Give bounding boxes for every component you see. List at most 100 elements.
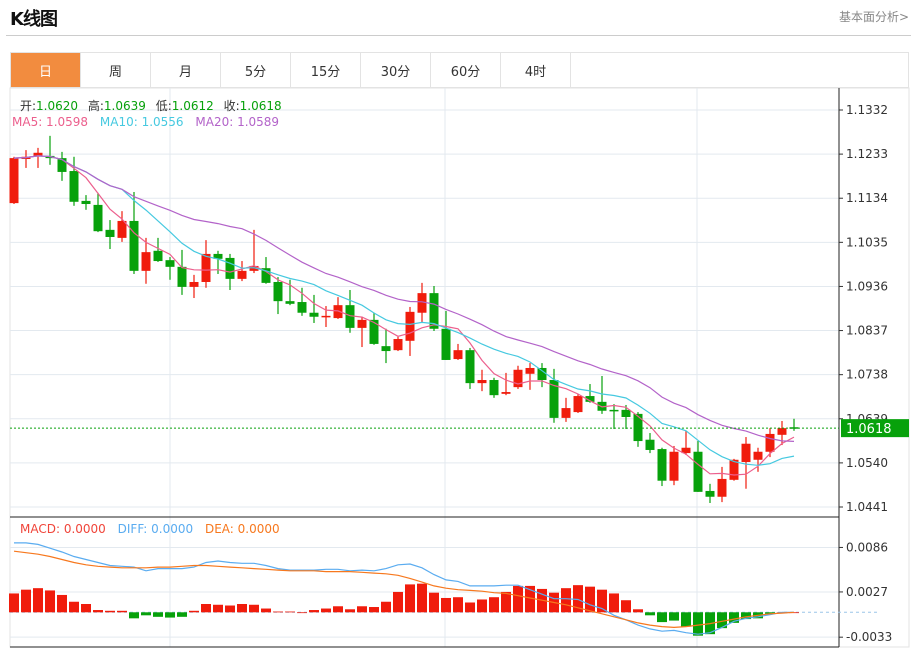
candle-body <box>705 490 715 497</box>
diff-value: DIFF: 0.0000 <box>117 522 194 536</box>
tab-5[interactable]: 30分 <box>361 53 431 87</box>
candle <box>525 363 535 390</box>
macd-bar <box>189 610 199 613</box>
candle <box>273 277 283 315</box>
macd-bar <box>81 604 91 613</box>
candle-body <box>321 315 331 318</box>
candle-body <box>513 369 523 388</box>
candle-body <box>501 392 511 394</box>
macd-value: MACD: 0.0000 <box>20 522 106 536</box>
candle <box>669 445 679 486</box>
candle <box>453 343 463 360</box>
candle-body <box>105 229 115 237</box>
tab-1[interactable]: 周 <box>81 53 151 87</box>
candle <box>405 306 415 356</box>
ma10-value: MA10: 1.0556 <box>99 115 184 129</box>
macd-bar <box>213 604 223 613</box>
candle <box>345 290 355 333</box>
tab-7[interactable]: 4时 <box>501 53 571 87</box>
candle <box>729 458 739 481</box>
close-label: 收: <box>223 99 240 113</box>
candle-body <box>729 459 739 480</box>
candle-body <box>129 220 139 271</box>
candle <box>501 372 511 396</box>
candle-body <box>585 396 595 402</box>
candle <box>297 287 307 316</box>
candle-body <box>681 447 691 454</box>
candle-body <box>33 152 43 156</box>
candle-body <box>777 428 787 435</box>
price-tick-label: 1.0540 <box>846 456 888 470</box>
macd-bar <box>477 599 487 613</box>
candle <box>561 397 571 422</box>
ma5-line <box>13 155 795 476</box>
candle-body <box>477 380 487 384</box>
candle <box>693 441 703 492</box>
macd-bar <box>621 600 631 613</box>
macd-bar <box>345 609 355 613</box>
candle-body <box>189 281 199 287</box>
candle-body <box>201 253 211 282</box>
macd-bar <box>741 612 751 620</box>
ma20-value: MA20: 1.0589 <box>195 115 280 129</box>
candle-body <box>441 328 451 360</box>
candle <box>441 310 451 360</box>
candle-body <box>465 350 475 384</box>
macd-bar <box>573 585 583 613</box>
fundamental-analysis-link[interactable]: 基本面分析> <box>838 10 909 24</box>
candle <box>645 433 655 454</box>
candle <box>681 430 691 455</box>
macd-bar <box>417 583 427 613</box>
macd-bar <box>765 612 775 614</box>
candle <box>705 483 715 503</box>
high-value: 1.0639 <box>103 99 146 113</box>
macd-bar <box>285 611 295 613</box>
tab-0[interactable]: 日 <box>11 53 81 87</box>
macd-bar <box>237 604 247 613</box>
macd-bar <box>333 606 343 613</box>
tab-4[interactable]: 15分 <box>291 53 361 87</box>
candle <box>153 237 163 262</box>
candle <box>21 150 31 168</box>
dea-line <box>13 550 795 629</box>
tab-3[interactable]: 5分 <box>221 53 291 87</box>
candle <box>189 274 199 299</box>
candle <box>45 135 55 165</box>
candle-body <box>657 449 667 481</box>
candle-body <box>117 220 127 238</box>
candle <box>585 384 595 403</box>
candle-body <box>537 367 547 381</box>
macd-bar <box>201 604 211 613</box>
low-label: 低: <box>155 99 172 113</box>
candle <box>357 316 367 348</box>
macd-bar <box>525 585 535 613</box>
candle-body <box>741 443 751 462</box>
tab-2[interactable]: 月 <box>151 53 221 87</box>
candle-body <box>753 451 763 460</box>
candle <box>105 220 115 250</box>
macd-bar <box>453 597 463 613</box>
macd-bar <box>309 610 319 613</box>
candle <box>285 279 295 306</box>
candle <box>741 437 751 489</box>
candle-body <box>213 253 223 259</box>
candle-body <box>57 158 67 172</box>
dea-value: DEA: 0.0000 <box>204 522 280 536</box>
macd-bar <box>249 604 259 613</box>
price-tick-label: 1.0441 <box>846 500 888 514</box>
tab-6[interactable]: 60分 <box>431 53 501 87</box>
candle-body <box>249 265 259 271</box>
candle-body <box>357 319 367 328</box>
diff-line <box>14 542 794 635</box>
candle <box>513 365 523 389</box>
candle <box>609 404 619 430</box>
close-value: 1.0618 <box>239 99 282 113</box>
macd-bar <box>405 584 415 613</box>
candle <box>9 156 19 205</box>
macd-bar <box>69 601 79 613</box>
candle-body <box>453 350 463 360</box>
macd-bar <box>561 588 571 613</box>
candle-body <box>609 409 619 412</box>
macd-bar <box>33 588 43 613</box>
